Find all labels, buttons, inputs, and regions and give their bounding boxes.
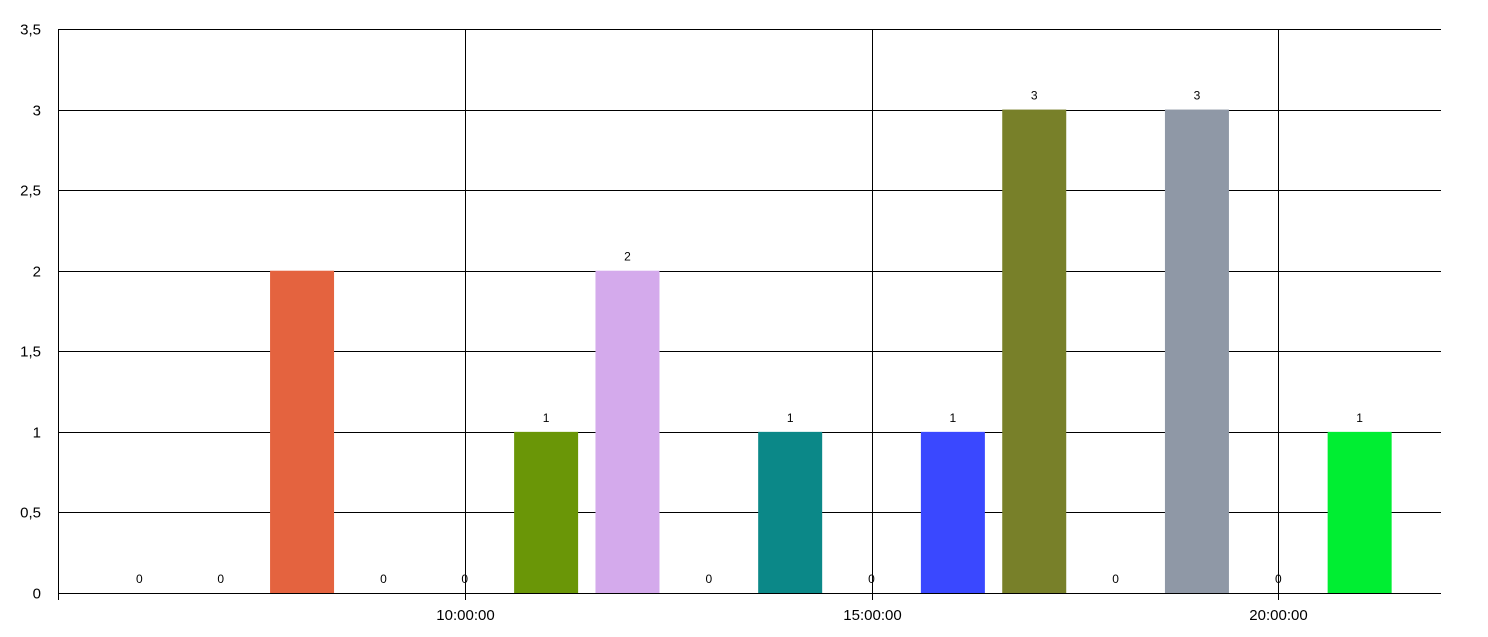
bar-value-label: 3 — [1194, 89, 1201, 103]
bar-value-label: 1 — [950, 411, 957, 425]
x-tick-label: 20:00:00 — [1249, 607, 1307, 624]
x-tick-label: 10:00:00 — [436, 607, 494, 624]
bar-value-label: 1 — [787, 411, 794, 425]
bar — [595, 270, 660, 593]
bar — [270, 270, 335, 593]
bar — [1327, 431, 1392, 593]
bar-value-label: 0 — [705, 572, 712, 586]
bar-value-label: 0 — [217, 572, 224, 586]
bar-value-label: 0 — [461, 572, 468, 586]
y-tick-label: 3,5 — [20, 22, 41, 39]
y-tick-label: 3 — [33, 103, 41, 120]
label-layer: 0 0 0 0 1 2 0 1 0 1 3 0 3 0 1 — [136, 89, 1363, 586]
axis-layer: 0 0,5 1 1,5 2 2,5 3 3,5 10:00:00 15:00:00 20:00:00 — [20, 22, 1308, 625]
y-tick-label: 1 — [33, 425, 41, 442]
bar — [1002, 109, 1067, 594]
y-tick-label: 2 — [33, 264, 41, 281]
grid-layer — [58, 29, 1441, 594]
bar-value-label: 0 — [380, 572, 387, 586]
bar-value-label: 1 — [1356, 411, 1363, 425]
bar — [758, 431, 823, 593]
bar-value-label: 0 — [136, 572, 143, 586]
bar-value-label: 1 — [543, 411, 550, 425]
y-tick-label: 0 — [33, 586, 41, 603]
x-tick-label: 15:00:00 — [843, 607, 901, 624]
bar — [514, 431, 579, 593]
y-tick-label: 2,5 — [20, 183, 41, 200]
bar — [1164, 109, 1229, 594]
bar-layer — [270, 109, 1392, 594]
bar-value-label: 3 — [1031, 89, 1038, 103]
bar-value-label: 2 — [624, 250, 631, 264]
y-tick-label: 1,5 — [20, 344, 41, 361]
bar — [920, 431, 985, 593]
bar-value-label: 0 — [868, 572, 875, 586]
bar-value-label: 0 — [1112, 572, 1119, 586]
bar-value-label: 0 — [1275, 572, 1282, 586]
y-tick-label: 0,5 — [20, 505, 41, 522]
